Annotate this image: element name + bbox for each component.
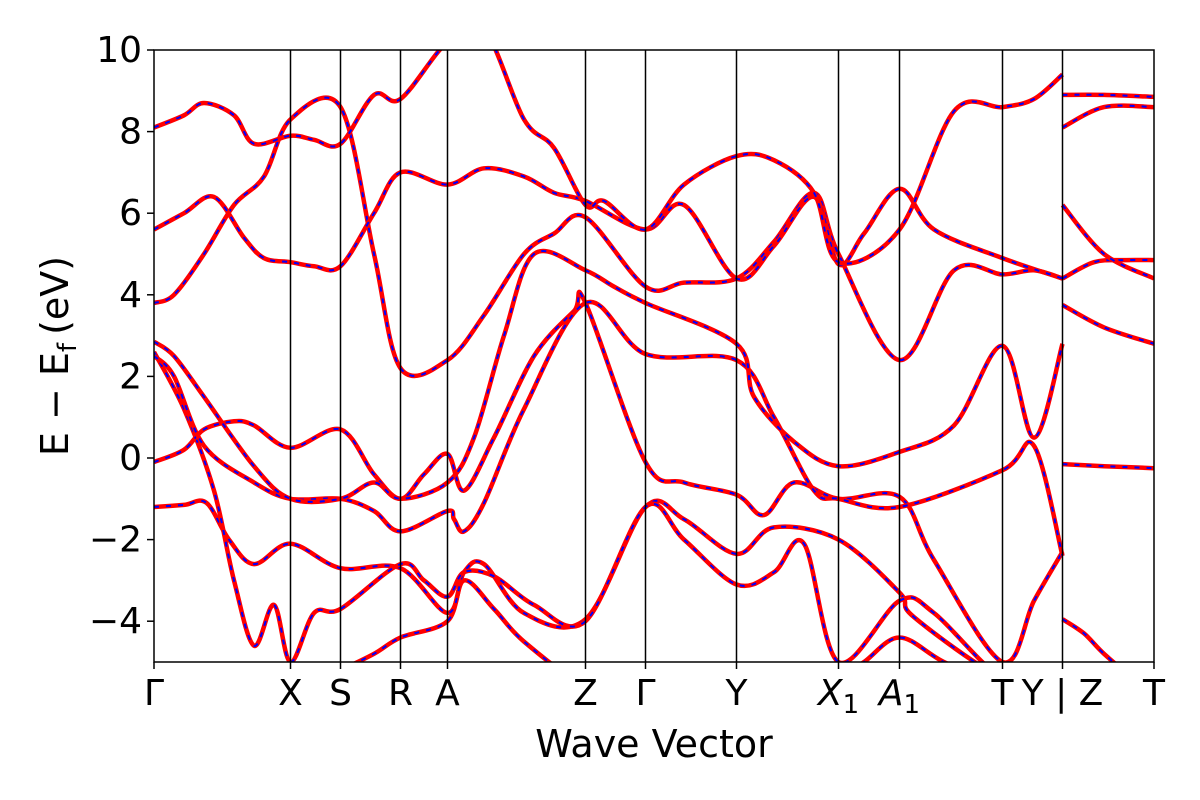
plot-frame: [153, 49, 1155, 663]
y-axis-label-main: E − E: [33, 352, 77, 456]
y-tick-label: −4: [89, 601, 142, 642]
band-line-solid: [1062, 92, 1154, 100]
x-tick-label: S: [329, 673, 352, 714]
y-axis-label-sub: f: [53, 342, 83, 352]
x-tick-label: T: [991, 673, 1015, 714]
band-line-solid: [1061, 617, 1117, 662]
band-line-solid: [1062, 461, 1154, 471]
y-ticks: −4 −2 0 2 4 6 8 10: [89, 30, 154, 642]
x-tick-label: Z: [573, 673, 598, 714]
x-tick-label: X: [278, 673, 303, 714]
y-tick-label: 6: [119, 193, 142, 234]
x-tick-label: T: [1142, 673, 1166, 714]
band-line-solid: [1061, 257, 1154, 281]
y-tick-label: 8: [119, 112, 142, 153]
band-line-dashed: [154, 167, 1063, 281]
bands-layer: [154, 50, 1154, 662]
y-axis-label-unit: (eV): [33, 256, 77, 335]
band-line-dashed: [1062, 104, 1154, 129]
y-tick-label: 4: [119, 275, 142, 316]
y-tick-label: −2: [89, 520, 142, 561]
x-tick-label: X1: [816, 673, 859, 720]
band-line-solid: [1061, 303, 1154, 346]
band-line-dashed: [1061, 204, 1154, 280]
x-tick-label: Y: [725, 673, 749, 714]
x-tick-label: R: [388, 673, 413, 714]
x-tick-label: Γ: [144, 673, 164, 714]
y-axis-label: E − Ef (eV): [33, 256, 83, 456]
band-line-dashed: [154, 499, 977, 662]
band-line-solid: [1061, 103, 1154, 130]
band-line-dashed: [154, 250, 1064, 503]
x-tick-label: Γ: [635, 673, 655, 714]
x-axis-label: Wave Vector: [535, 722, 773, 766]
kpath-lines: [289, 50, 1064, 662]
band-line-dashed: [154, 96, 1063, 377]
band-line-dashed: [154, 351, 984, 662]
y-tick-label: 2: [119, 356, 142, 397]
band-line-solid: [1060, 203, 1154, 281]
y-tick-label: 10: [96, 30, 142, 71]
x-tick-label: A: [435, 673, 460, 714]
x-tick-label: Y | Z: [1021, 673, 1104, 714]
band-line-dashed: [154, 290, 1064, 662]
x-tick-label: A1: [877, 673, 920, 720]
band-line-dashed: [1062, 304, 1154, 345]
y-tick-label: 0: [119, 438, 142, 479]
